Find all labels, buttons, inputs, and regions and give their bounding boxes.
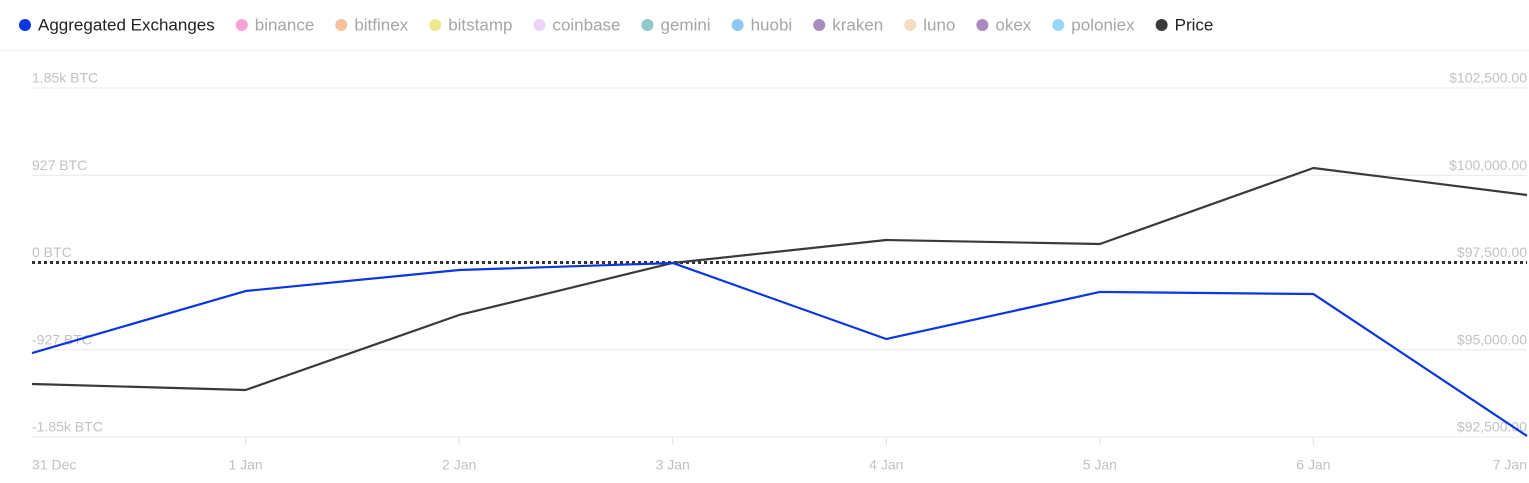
x-tick-label: 3 Jan [656, 457, 690, 473]
plot [31, 166, 1528, 437]
x-tick-label: 4 Jan [869, 457, 903, 473]
y-tick-label: -927 BTC [32, 331, 92, 347]
legend-label: bitfinex [354, 15, 408, 34]
x-tick-label: 2 Jan [442, 457, 476, 473]
legend-marker [904, 19, 917, 31]
legend-marker [19, 19, 31, 31]
legend-label: binance [255, 15, 315, 34]
y-tick-label: 927 BTC [32, 157, 87, 173]
legend-marker [641, 19, 654, 31]
legend-marker [731, 19, 744, 31]
legend-label: bitstamp [448, 15, 512, 34]
grid: 1.85k BTC 927 BTC 0 BTC -927 BTC -1.85k BTC $… [32, 70, 1527, 473]
legend-label: okex [995, 15, 1031, 34]
legend-label: kraken [832, 15, 883, 34]
legend-label: poloniex [1071, 15, 1135, 34]
legend-marker [813, 19, 826, 31]
y2-tick-label: $95,000.00 [1457, 331, 1527, 347]
legend-marker [533, 19, 546, 31]
series-line [31, 261, 1528, 437]
legend-marker [1155, 19, 1168, 31]
legend-marker [335, 19, 348, 31]
x-tick-label: 31 Dec [32, 457, 76, 473]
series-line [31, 166, 1528, 392]
y-tick-label: 1.85k BTC [32, 70, 98, 86]
y2-tick-label: $92,500.00 [1457, 419, 1527, 435]
legend-label: gemini [661, 15, 711, 34]
legend: Aggregated Exchanges binance bitfinex bitst… [19, 15, 1213, 34]
legend-marker [1052, 19, 1065, 31]
legend-label: Price [1175, 15, 1214, 34]
y-tick-label: -1.85k BTC [32, 419, 103, 435]
legend-label: huobi [751, 15, 793, 34]
legend-label: coinbase [552, 15, 620, 34]
legend-marker [235, 19, 248, 31]
legend-marker [976, 19, 989, 31]
legend-label: luno [923, 15, 955, 34]
legend-label: Aggregated Exchanges [38, 15, 215, 34]
y2-tick-label: $97,500.00 [1457, 244, 1527, 260]
x-tick-label: 1 Jan [228, 457, 262, 473]
x-tick-label: 5 Jan [1083, 457, 1117, 473]
x-tick-label: 7 Jan [1493, 457, 1527, 473]
y2-tick-label: $100,000.00 [1449, 157, 1527, 173]
x-tick-label: 6 Jan [1296, 457, 1330, 473]
legend-marker [429, 19, 442, 31]
y-tick-label: 0 BTC [32, 244, 72, 260]
y2-tick-label: $102,500.00 [1449, 70, 1527, 86]
